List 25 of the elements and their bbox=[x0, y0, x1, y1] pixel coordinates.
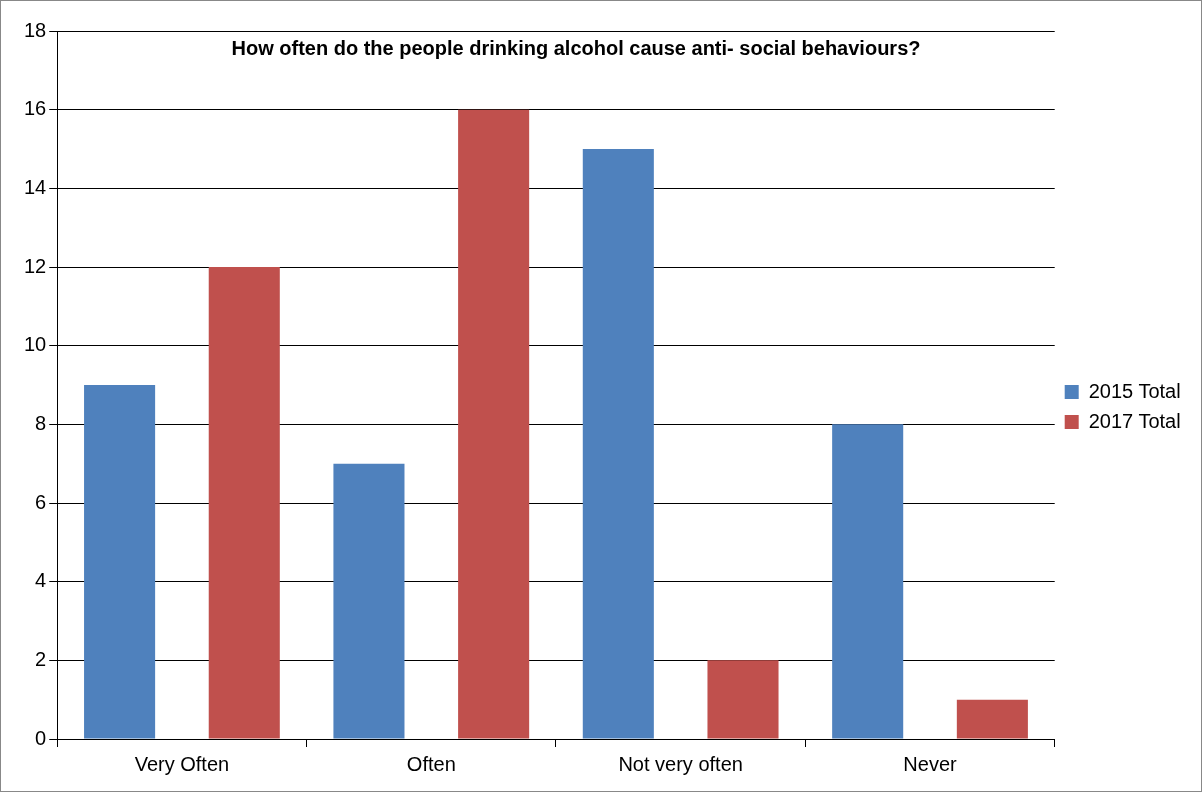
y-tick-label: 6 bbox=[35, 490, 47, 513]
y-tick-label: 10 bbox=[24, 333, 47, 356]
y-tick-label: 8 bbox=[35, 411, 47, 434]
y-tick-label: 0 bbox=[35, 726, 47, 749]
y-tick-label: 12 bbox=[24, 254, 47, 277]
legend-label: 2015 Total bbox=[1088, 379, 1181, 402]
bar bbox=[582, 149, 654, 739]
x-tick-label: Never bbox=[903, 752, 958, 775]
x-tick-label: Not very often bbox=[618, 752, 743, 775]
bar bbox=[832, 424, 904, 739]
bar bbox=[458, 109, 530, 739]
y-tick-label: 2 bbox=[35, 647, 47, 670]
bar bbox=[84, 385, 156, 739]
bar bbox=[208, 267, 280, 739]
bar bbox=[707, 660, 779, 739]
y-tick-label: 14 bbox=[24, 175, 47, 198]
bar bbox=[333, 463, 405, 739]
legend-label: 2017 Total bbox=[1088, 409, 1181, 432]
bar bbox=[956, 699, 1028, 739]
y-tick-label: 16 bbox=[24, 97, 47, 120]
y-tick-label: 4 bbox=[35, 569, 47, 592]
x-tick-label: Very Often bbox=[134, 752, 230, 775]
x-tick-label: Often bbox=[406, 752, 456, 775]
y-tick-label: 18 bbox=[24, 18, 47, 41]
chart-title: How often do the people drinking alcohol cause anti- social behaviours? bbox=[231, 36, 921, 59]
